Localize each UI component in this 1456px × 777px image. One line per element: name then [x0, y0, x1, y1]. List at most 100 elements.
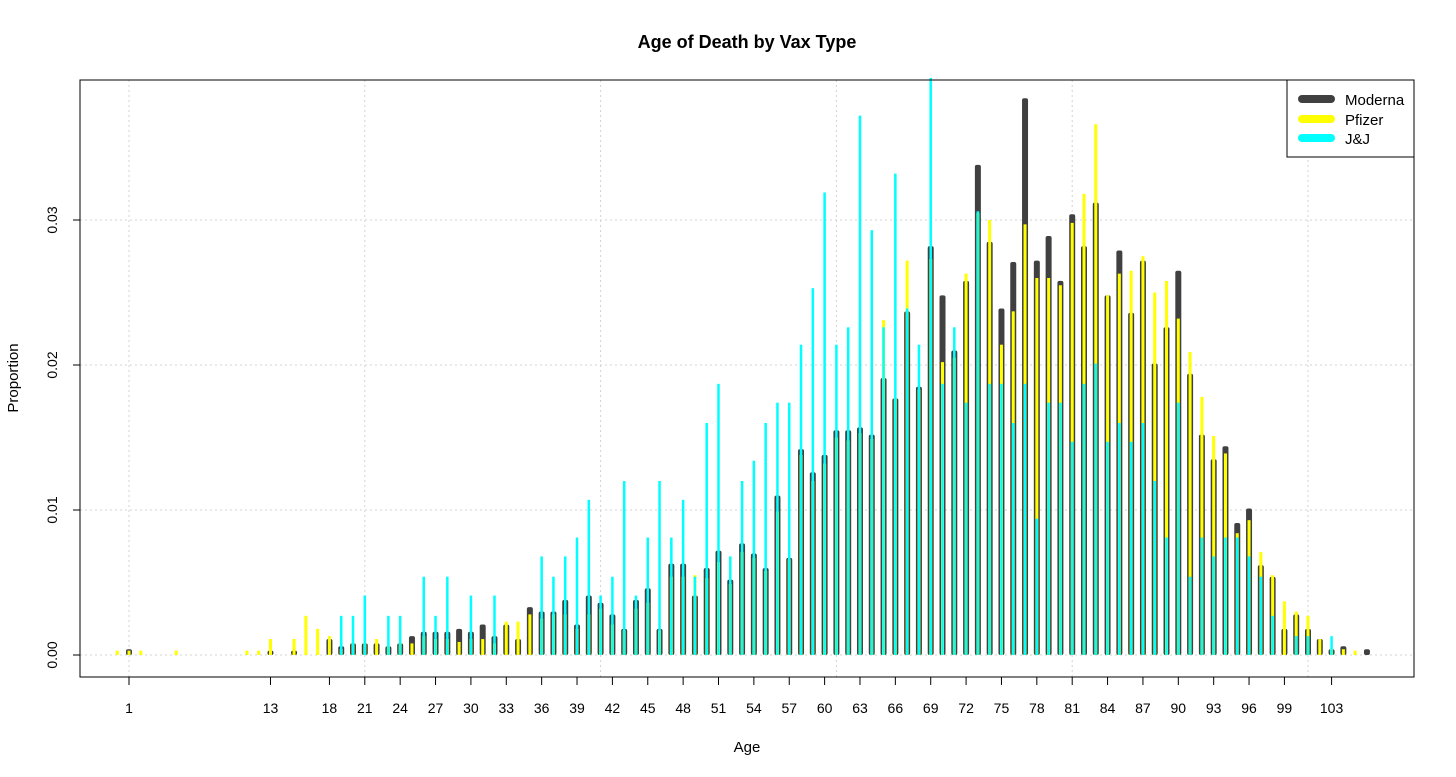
bar-jj	[835, 344, 838, 655]
bar-jj	[1070, 441, 1074, 655]
legend-label-moderna: Moderna	[1345, 92, 1405, 109]
bar-jj	[434, 615, 437, 655]
bar-pfizer	[245, 650, 249, 655]
x-tick-label: 69	[923, 700, 939, 716]
x-tick-label: 48	[675, 700, 691, 716]
bar-pfizer	[1035, 278, 1039, 655]
bar-jj	[799, 344, 803, 655]
bar-jj	[705, 423, 708, 655]
bar-jj	[634, 595, 638, 655]
bar-jj	[599, 595, 602, 655]
bar-jj	[351, 615, 355, 655]
bar-pfizer	[481, 639, 485, 655]
x-tick-label: 57	[781, 700, 797, 716]
bar-pfizer	[1306, 615, 1310, 655]
y-tick-label: 0.02	[44, 351, 60, 378]
x-tick-label: 39	[569, 700, 585, 716]
x-tick-label: 33	[498, 700, 514, 716]
bar-jj	[858, 115, 862, 656]
bar-jj	[976, 211, 980, 656]
x-tick-label: 30	[463, 700, 479, 716]
bar-pfizer	[1271, 575, 1275, 655]
bar-jj	[1236, 537, 1239, 655]
bar-pfizer	[1153, 292, 1157, 655]
bar-pfizer	[410, 643, 414, 655]
bar-jj	[363, 595, 367, 655]
x-tick-label: 78	[1029, 700, 1045, 716]
bar-pfizer	[457, 641, 461, 655]
x-tick-label: 93	[1206, 700, 1222, 716]
bar-pfizer	[516, 621, 520, 655]
bar-jj	[1000, 383, 1003, 655]
bar-jj	[787, 402, 791, 655]
bar-jj	[670, 537, 673, 655]
y-tick-label: 0.03	[44, 206, 60, 233]
bar-jj	[870, 230, 874, 655]
series-jj	[339, 77, 1333, 656]
bar-jj	[681, 499, 685, 655]
x-tick-label: 96	[1241, 700, 1257, 716]
bar-jj	[953, 327, 956, 655]
bar-pfizer	[304, 615, 308, 655]
bar-jj	[1082, 383, 1086, 655]
bar-jj	[717, 383, 720, 655]
x-tick-label: 42	[605, 700, 621, 716]
x-tick-label: 27	[428, 700, 444, 716]
x-tick-label: 18	[322, 700, 338, 716]
y-axis-label: Proportion	[5, 343, 22, 412]
bar-pfizer	[1294, 611, 1298, 655]
bar-jj	[917, 344, 921, 655]
bar-jj	[729, 556, 732, 655]
bar-jj	[1141, 423, 1145, 655]
x-tick-label: 13	[263, 700, 279, 716]
bar-jj	[646, 537, 650, 655]
bar-jj	[446, 576, 449, 655]
x-tick-label: 51	[711, 700, 727, 716]
x-tick-label: 75	[994, 700, 1010, 716]
bar-pfizer	[139, 650, 143, 655]
bar-jj	[1330, 636, 1333, 655]
x-tick-label: 45	[640, 700, 656, 716]
x-tick-label: 84	[1100, 700, 1116, 716]
bar-pfizer	[1188, 351, 1192, 655]
bar-jj	[1118, 423, 1121, 655]
series-pfizer	[115, 124, 1357, 656]
plot-frame	[79, 79, 1415, 678]
bar-jj	[988, 383, 991, 655]
bar-pfizer	[115, 650, 119, 655]
bar-jj	[1271, 615, 1274, 655]
x-tick-label: 87	[1135, 700, 1151, 716]
bar-pfizer	[504, 621, 508, 655]
y-tick-label: 0.00	[44, 641, 60, 668]
bar-pfizer	[1341, 649, 1345, 655]
bar-jj	[622, 481, 626, 655]
bar-jj	[422, 576, 425, 655]
bar-pfizer	[1200, 396, 1204, 655]
x-tick-label: 81	[1064, 700, 1080, 716]
x-tick-label: 72	[958, 700, 974, 716]
legend: Moderna Pfizer J&J	[1286, 79, 1415, 158]
bar-jj	[387, 615, 390, 655]
y-axis: 0.00 0.01 0.02 0.03	[44, 206, 80, 669]
series-moderna	[126, 98, 1370, 655]
bar-jj	[493, 595, 496, 655]
bar-jj	[894, 173, 897, 655]
bar-jj	[658, 481, 661, 655]
bar-jj	[941, 383, 944, 655]
bar-pfizer	[268, 639, 272, 655]
chart-title: Age of Death by Vax Type	[638, 32, 857, 52]
bar-pfizer	[257, 650, 261, 655]
x-tick-label: 21	[357, 700, 373, 716]
bar-pfizer	[316, 628, 320, 655]
bar-jj	[964, 402, 968, 655]
x-tick-label: 24	[392, 700, 408, 716]
bar-jj	[575, 537, 579, 655]
bar-jj	[563, 556, 567, 655]
bar-jj	[1188, 576, 1192, 655]
bar-jj	[1177, 402, 1180, 655]
bar-jj	[1212, 556, 1215, 655]
x-tick-label: 60	[817, 700, 833, 716]
bar-jj	[1224, 537, 1227, 655]
bar-pfizer	[127, 650, 131, 655]
bar-pfizer	[375, 639, 379, 655]
